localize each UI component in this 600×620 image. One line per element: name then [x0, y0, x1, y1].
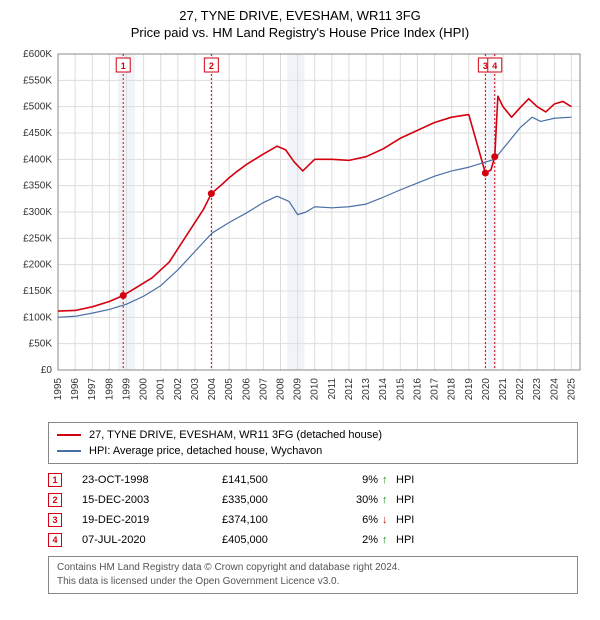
svg-text:2022: 2022	[515, 378, 526, 401]
transaction-suffix: HPI	[396, 514, 426, 526]
transaction-marker: 3	[48, 513, 62, 527]
svg-text:2011: 2011	[327, 378, 338, 400]
svg-text:£550K: £550K	[23, 75, 52, 86]
svg-text:2019: 2019	[464, 378, 475, 401]
svg-text:2014: 2014	[378, 378, 389, 401]
svg-text:£300K: £300K	[23, 207, 52, 218]
svg-text:1998: 1998	[104, 378, 115, 401]
transaction-suffix: HPI	[396, 534, 426, 546]
svg-text:2017: 2017	[430, 378, 441, 401]
svg-text:3: 3	[483, 61, 488, 71]
legend-item: 27, TYNE DRIVE, EVESHAM, WR11 3FG (detac…	[57, 427, 569, 443]
footnote-line: Contains HM Land Registry data © Crown c…	[57, 561, 569, 575]
footnote: Contains HM Land Registry data © Crown c…	[48, 556, 578, 594]
svg-text:2023: 2023	[532, 378, 543, 401]
transaction-price: £141,500	[222, 474, 322, 486]
svg-text:2003: 2003	[190, 378, 201, 401]
svg-text:2009: 2009	[293, 378, 304, 401]
svg-text:1: 1	[121, 61, 126, 71]
svg-text:2013: 2013	[361, 378, 372, 401]
svg-text:1999: 1999	[121, 378, 132, 401]
svg-text:£150K: £150K	[23, 286, 52, 297]
svg-text:2000: 2000	[139, 378, 150, 401]
transaction-marker: 2	[48, 493, 62, 507]
svg-text:2015: 2015	[395, 378, 406, 401]
transactions-table: 123-OCT-1998£141,5009%↑HPI215-DEC-2003£3…	[48, 470, 578, 550]
transaction-date: 19-DEC-2019	[82, 514, 222, 526]
svg-text:£0: £0	[41, 365, 53, 376]
legend-label: HPI: Average price, detached house, Wych…	[89, 443, 322, 459]
svg-text:1995: 1995	[53, 378, 64, 401]
transaction-date: 23-OCT-1998	[82, 474, 222, 486]
transaction-price: £335,000	[222, 494, 322, 506]
svg-text:£600K: £600K	[23, 49, 52, 60]
svg-text:1997: 1997	[87, 378, 98, 401]
svg-text:£400K: £400K	[23, 154, 52, 165]
arrow-down-icon: ↓	[382, 514, 396, 526]
svg-text:1996: 1996	[70, 378, 81, 401]
arrow-up-icon: ↑	[382, 474, 396, 486]
svg-text:£250K: £250K	[23, 233, 52, 244]
transaction-date: 15-DEC-2003	[82, 494, 222, 506]
svg-text:2002: 2002	[173, 378, 184, 401]
chart-subtitle: Price paid vs. HM Land Registry's House …	[10, 25, 590, 40]
svg-text:2012: 2012	[344, 378, 355, 401]
transaction-marker: 1	[48, 473, 62, 487]
svg-text:2021: 2021	[498, 378, 509, 401]
svg-text:2020: 2020	[481, 378, 492, 401]
legend-label: 27, TYNE DRIVE, EVESHAM, WR11 3FG (detac…	[89, 427, 382, 443]
chart-title: 27, TYNE DRIVE, EVESHAM, WR11 3FG	[10, 8, 590, 23]
legend-item: HPI: Average price, detached house, Wych…	[57, 443, 569, 459]
svg-text:2005: 2005	[224, 378, 235, 401]
transaction-pct: 30%	[322, 494, 382, 506]
transaction-suffix: HPI	[396, 474, 426, 486]
legend-swatch	[57, 434, 81, 436]
svg-text:2008: 2008	[275, 378, 286, 401]
svg-text:2007: 2007	[258, 378, 269, 401]
svg-text:2018: 2018	[447, 378, 458, 401]
arrow-up-icon: ↑	[382, 534, 396, 546]
arrow-up-icon: ↑	[382, 494, 396, 506]
transaction-marker: 4	[48, 533, 62, 547]
svg-text:2024: 2024	[549, 378, 560, 401]
transaction-price: £374,100	[222, 514, 322, 526]
transaction-pct: 6%	[322, 514, 382, 526]
svg-text:2010: 2010	[310, 378, 321, 401]
transaction-row: 4 07-JUL-2020£405,0002%↑HPI	[48, 530, 578, 550]
svg-text:2016: 2016	[412, 378, 423, 401]
transaction-pct: 9%	[322, 474, 382, 486]
transaction-row: 1 23-OCT-1998£141,5009%↑HPI	[48, 470, 578, 490]
svg-text:4: 4	[492, 61, 497, 71]
svg-text:2025: 2025	[566, 378, 577, 401]
price-chart: £0 £50K £100K £150K £200K £250K £300K £350K £400…	[10, 46, 590, 416]
transaction-pct: 2%	[322, 534, 382, 546]
footnote-line: This data is licensed under the Open Gov…	[57, 575, 569, 589]
svg-text:2: 2	[209, 61, 214, 71]
legend: 27, TYNE DRIVE, EVESHAM, WR11 3FG (detac…	[48, 422, 578, 464]
svg-text:£450K: £450K	[23, 128, 52, 139]
transaction-row: 3 19-DEC-2019£374,1006%↓HPI	[48, 510, 578, 530]
transaction-price: £405,000	[222, 534, 322, 546]
legend-swatch	[57, 450, 81, 452]
svg-text:2004: 2004	[207, 378, 218, 401]
svg-text:£350K: £350K	[23, 181, 52, 192]
transaction-date: 07-JUL-2020	[82, 534, 222, 546]
svg-text:2001: 2001	[156, 378, 167, 401]
transaction-suffix: HPI	[396, 494, 426, 506]
chart-svg: £0 £50K £100K £150K £200K £250K £300K £350K £400…	[10, 46, 590, 416]
svg-text:£50K: £50K	[29, 339, 53, 350]
svg-text:£500K: £500K	[23, 102, 52, 113]
svg-text:£200K: £200K	[23, 260, 52, 271]
svg-text:£100K: £100K	[23, 312, 52, 323]
transaction-row: 2 15-DEC-2003£335,00030%↑HPI	[48, 490, 578, 510]
svg-text:2006: 2006	[241, 378, 252, 401]
